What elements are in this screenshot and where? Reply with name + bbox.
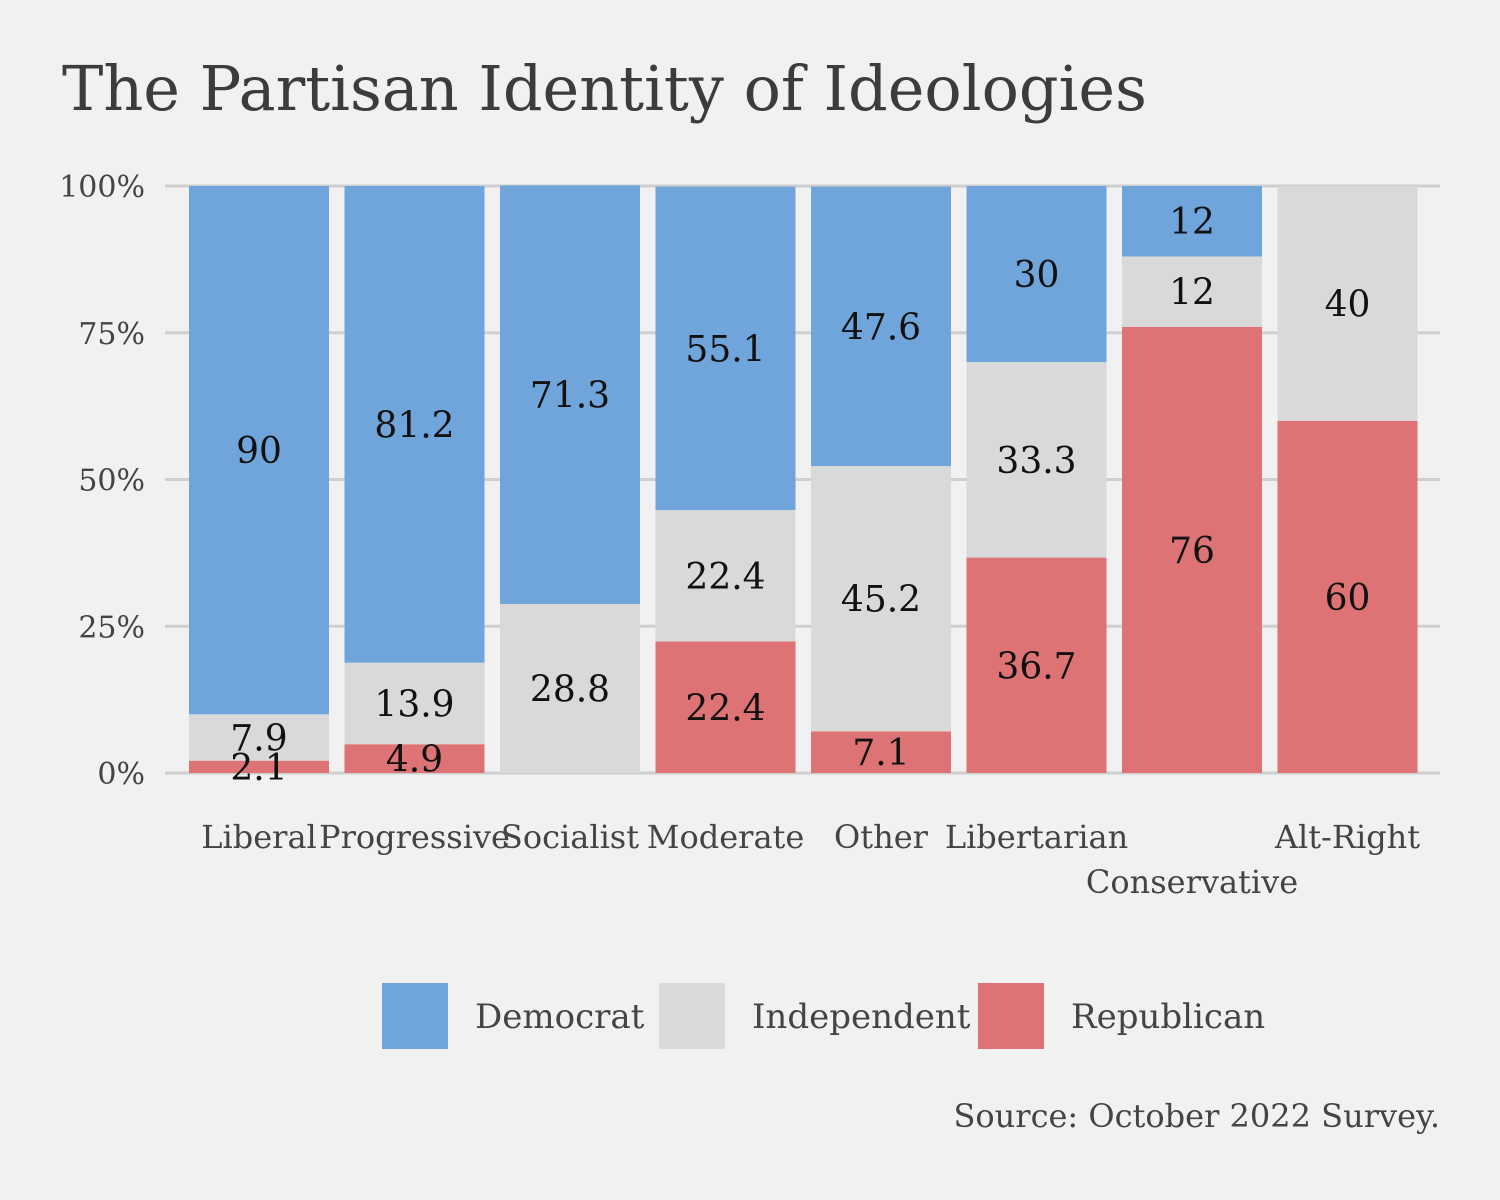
data-label: 30 [1014,255,1060,296]
data-label: 60 [1325,578,1371,619]
legend-label: Democrat [475,997,645,1037]
data-label: 36.7 [996,646,1076,687]
x-category-label: Progressive [319,818,510,856]
data-label: 4.9 [386,740,443,781]
y-tick-label: 100% [59,170,145,205]
data-label: 55.1 [685,329,765,370]
data-label: 2.1 [230,748,287,789]
data-label: 47.6 [841,307,921,348]
x-category-label: Conservative [1086,863,1298,901]
data-label: 22.4 [685,557,765,598]
y-axis-ticks: 0% 25% 50% 75% 100% [59,170,145,792]
bar-democrat-libertarian [966,186,1107,363]
data-label: 40 [1325,284,1371,325]
bar-independent-conservative [1122,256,1262,327]
data-label: 90 [236,431,282,472]
bar-republican-liberal [189,760,329,773]
data-label: 45.2 [841,580,921,621]
bar-independent-alt-right [1277,186,1418,421]
data-label: 7.1 [852,733,909,774]
chart-title: The Partisan Identity of Ideologies [62,52,1147,125]
data-label: 12 [1169,273,1215,314]
y-tick-label: 50% [78,464,145,499]
data-label: 76 [1169,531,1215,572]
data-label: 7.9 [230,718,287,759]
bar-republican-progressive [344,744,485,773]
bar-independent-liberal [189,714,329,761]
x-category-label: Socialist [501,818,639,856]
x-category-label: Other [834,818,929,856]
y-tick-label: 75% [78,317,145,352]
data-label: 33.3 [996,441,1076,482]
bar-democrat-liberal [189,186,329,715]
y-tick-label: 25% [78,610,145,645]
x-category-label: Libertarian [945,818,1128,856]
y-tick-label: 0% [97,757,145,792]
bars [189,185,1418,773]
x-category-label: Moderate [647,818,805,856]
x-category-label: Alt-Right [1274,818,1420,856]
data-label: 13.9 [374,684,454,725]
bar-republican-other [811,731,951,773]
data-label: 28.8 [530,669,610,710]
bar-republican-conservative [1122,326,1262,773]
data-label: 71.3 [530,376,610,417]
x-category-label: Liberal [201,818,317,856]
value-labels: 2.17.9 90 4.9 13.9 81.2 28.8 71.3 22.4 22.4 55.1 7… [230,202,1370,789]
bar-independent-progressive [344,662,485,745]
bar-democrat-moderate [655,186,796,511]
bar-democrat-conservative [1122,186,1262,257]
legend-key-democrat [382,983,448,1049]
bar-republican-alt-right [1277,420,1418,773]
bar-independent-socialist [500,603,640,773]
bar-democrat-other [811,186,951,466]
data-label: 12 [1169,202,1215,243]
legend-label: Republican [1071,997,1265,1037]
source-note: Source: October 2022 Survey. [953,1097,1440,1135]
bar-independent-other [811,465,951,732]
bar-republican-libertarian [966,557,1107,773]
data-label: 81.2 [374,405,454,446]
bar-republican-moderate [655,641,796,773]
bar-independent-libertarian [966,362,1107,558]
legend-key-republican [978,983,1044,1049]
legend-key-independent [659,983,725,1049]
data-label: 22.4 [685,688,765,729]
bar-independent-moderate [655,510,796,642]
bar-democrat-progressive [344,186,485,663]
legend-label: Independent [752,997,971,1037]
legend: Democrat Independent Republican [382,983,1265,1049]
bar-democrat-socialist [500,185,640,604]
